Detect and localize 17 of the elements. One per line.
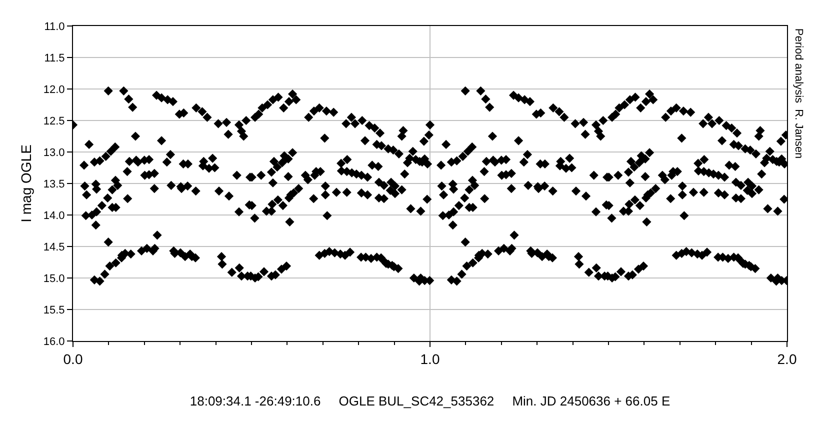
y-tick-label: 13.0 — [43, 146, 65, 159]
y-tick-label: 11.5 — [44, 52, 65, 64]
y-tick-label: 13.5 — [43, 178, 65, 190]
y-axis-title: I mag OGLE — [18, 144, 34, 222]
y-tick-label: 14.0 — [43, 210, 65, 222]
text: Period analysis R. Jansen — [792, 28, 805, 159]
y-tick-label: 14.5 — [43, 241, 65, 254]
y-tick-label: 15.5 — [43, 304, 65, 316]
x-axis-title: 18:09:34.1 -26:49:10.6 OGLE BUL_SC42_535362 Min. JD 2450636 + 66.05 E — [190, 393, 670, 408]
x-tick-label: 0.0 — [63, 350, 83, 367]
x-tick-label: 1.0 — [420, 350, 440, 367]
x-tick-label: 2.0 — [777, 350, 797, 367]
y-tick-label: 16.0 — [43, 336, 65, 348]
y-tick-label: 15.0 — [43, 272, 65, 285]
y-tick-label: 12.5 — [43, 115, 65, 128]
y-tick-label: 11.0 — [44, 20, 65, 33]
y-tick-label: 12.0 — [43, 84, 65, 96]
